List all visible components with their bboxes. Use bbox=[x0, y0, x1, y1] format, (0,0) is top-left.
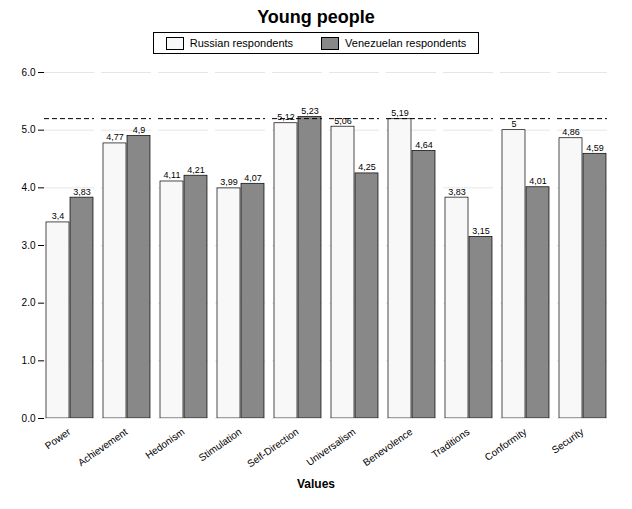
svg-text:4.0: 4.0 bbox=[22, 182, 36, 193]
svg-text:5,12: 5,12 bbox=[277, 112, 295, 122]
svg-text:5,23: 5,23 bbox=[301, 106, 319, 116]
svg-text:4,64: 4,64 bbox=[415, 140, 433, 150]
svg-text:4,77: 4,77 bbox=[106, 132, 124, 142]
html-text:Values: Values bbox=[297, 477, 335, 491]
html-text:Russian respondents: Russian respondents bbox=[189, 37, 294, 49]
svg-text:3,83: 3,83 bbox=[448, 187, 466, 197]
svg-text:Benevolence: Benevolence bbox=[361, 426, 415, 468]
svg-text:0.0: 0.0 bbox=[22, 413, 36, 424]
svg-text:4,86: 4,86 bbox=[562, 127, 580, 137]
svg-text:3,83: 3,83 bbox=[73, 187, 91, 197]
svg-text:Universalism: Universalism bbox=[304, 426, 357, 468]
svg-text:4,25: 4,25 bbox=[358, 162, 376, 172]
svg-text:Traditions: Traditions bbox=[430, 426, 472, 460]
svg-text:1.0: 1.0 bbox=[22, 355, 36, 366]
svg-text:5: 5 bbox=[511, 119, 516, 129]
svg-text:3,99: 3,99 bbox=[220, 177, 238, 187]
svg-text:5,06: 5,06 bbox=[334, 116, 352, 126]
svg-text:4,11: 4,11 bbox=[164, 170, 181, 180]
svg-text:4,21: 4,21 bbox=[187, 165, 205, 175]
svg-text:2.0: 2.0 bbox=[22, 297, 36, 308]
html-text:Young people: Young people bbox=[257, 7, 375, 27]
svg-text:Hedonism: Hedonism bbox=[143, 426, 186, 461]
svg-text:3,15: 3,15 bbox=[472, 226, 490, 236]
svg-text:5,19: 5,19 bbox=[391, 108, 409, 118]
svg-text:Power: Power bbox=[43, 426, 73, 452]
svg-text:6.0: 6.0 bbox=[22, 67, 36, 78]
html-text:Venezuelan respondents: Venezuelan respondents bbox=[345, 37, 467, 49]
svg-text:4,01: 4,01 bbox=[529, 176, 547, 186]
svg-text:Security: Security bbox=[550, 426, 586, 456]
svg-text:4,59: 4,59 bbox=[586, 143, 604, 153]
svg-text:5.0: 5.0 bbox=[22, 124, 36, 135]
svg-text:Self-Direction: Self-Direction bbox=[245, 426, 300, 469]
svg-text:4,9: 4,9 bbox=[133, 125, 146, 135]
svg-text:3.0: 3.0 bbox=[22, 240, 36, 251]
svg-text:4,07: 4,07 bbox=[244, 173, 262, 183]
svg-text:Conformity: Conformity bbox=[483, 426, 529, 463]
svg-text:Stimulation: Stimulation bbox=[197, 426, 244, 463]
svg-text:3,4: 3,4 bbox=[52, 211, 65, 221]
svg-text:Achievement: Achievement bbox=[76, 426, 130, 468]
